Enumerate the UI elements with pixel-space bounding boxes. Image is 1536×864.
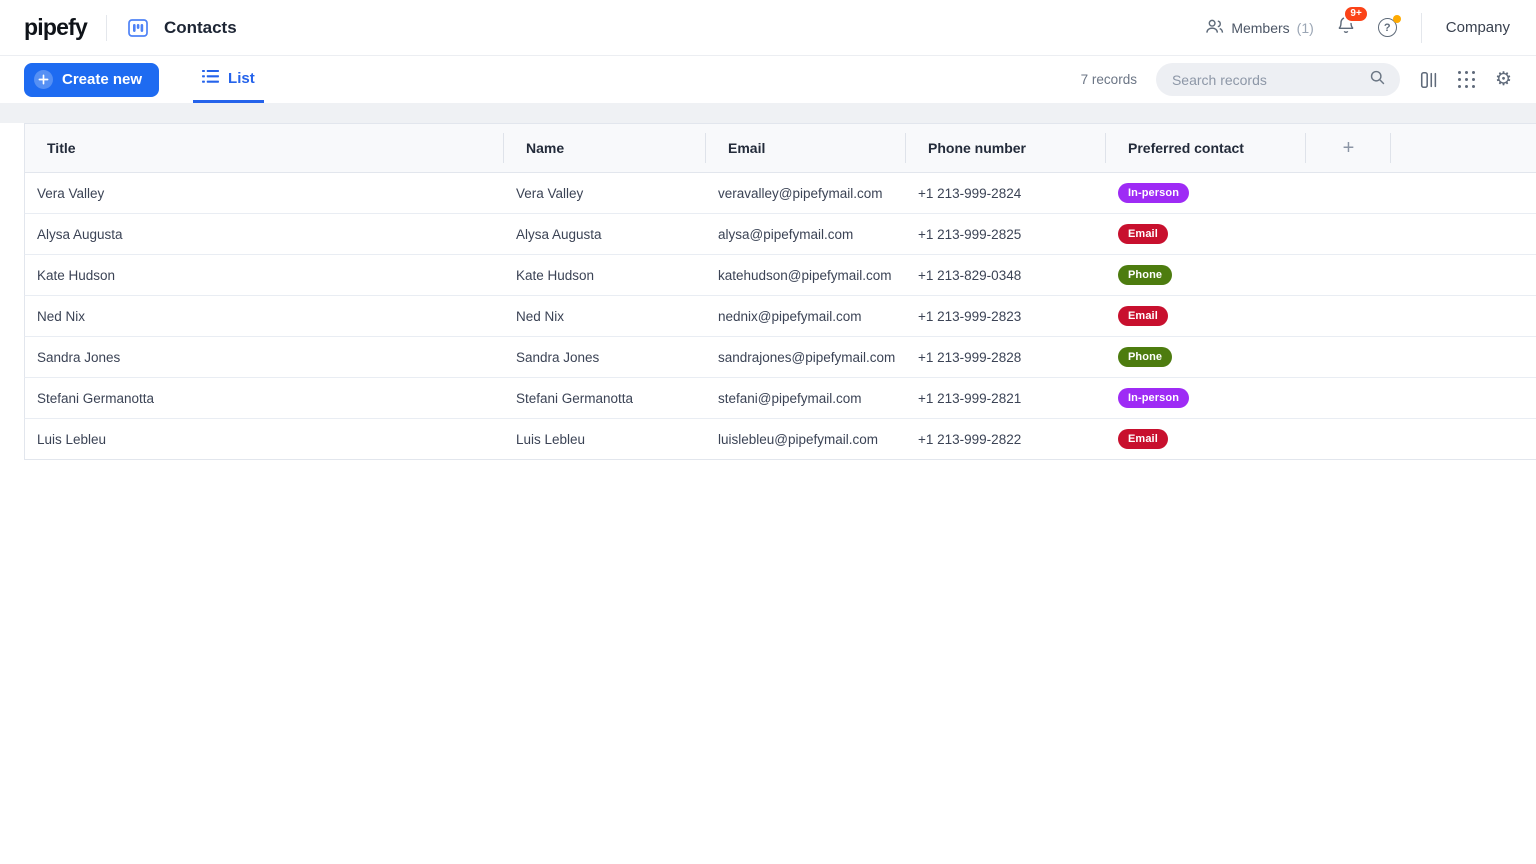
- preferred-contact-badge[interactable]: Email: [1118, 224, 1168, 244]
- cell-phone[interactable]: +1 213-999-2823: [918, 308, 1022, 324]
- tab-list-view[interactable]: List: [193, 56, 264, 103]
- cell-email[interactable]: katehudson@pipefymail.com: [718, 267, 892, 283]
- alert-dot: [1392, 15, 1401, 23]
- cell-email[interactable]: sandrajones@pipefymail.com: [718, 349, 896, 365]
- cell-name[interactable]: Vera Valley: [516, 185, 584, 201]
- search-icon: [1369, 69, 1386, 91]
- column-header-email[interactable]: Email: [706, 124, 906, 172]
- table-row[interactable]: Vera Valley Vera Valley veravalley@pipef…: [24, 173, 1536, 214]
- company-menu[interactable]: Company: [1445, 19, 1510, 36]
- column-header-preferred-contact[interactable]: Preferred contact: [1106, 124, 1306, 172]
- content-top-strip: [0, 103, 1536, 123]
- cell-email[interactable]: luislebleu@pipefymail.com: [718, 431, 879, 447]
- hide-fields-button[interactable]: [1419, 70, 1439, 90]
- cell-title[interactable]: Kate Hudson: [37, 267, 116, 283]
- cell-preferred-contact[interactable]: Phone: [1106, 347, 1306, 367]
- members-label: Members: [1231, 19, 1290, 36]
- cell-phone[interactable]: +1 213-999-2825: [918, 226, 1022, 242]
- cell-preferred-contact[interactable]: Phone: [1106, 265, 1306, 285]
- cell-phone[interactable]: +1 213-999-2828: [918, 349, 1022, 365]
- contacts-table: Title Name Email Phone number Preferred …: [24, 123, 1536, 460]
- cell-email[interactable]: veravalley@pipefymail.com: [718, 185, 883, 201]
- cell-name[interactable]: Kate Hudson: [516, 267, 595, 283]
- cell-title[interactable]: Sandra Jones: [37, 349, 121, 365]
- cell-preferred-contact[interactable]: Email: [1106, 306, 1306, 326]
- notification-count-badge: 9+: [1343, 5, 1369, 23]
- table-row[interactable]: Alysa Augusta Alysa Augusta alysa@pipefy…: [24, 214, 1536, 255]
- pipefy-logo[interactable]: pipefy: [24, 14, 88, 40]
- members-button[interactable]: Members (1): [1205, 18, 1314, 38]
- cell-title[interactable]: Vera Valley: [37, 185, 105, 201]
- page-title: Contacts: [163, 17, 237, 37]
- add-column-button[interactable]: +: [1306, 124, 1391, 172]
- cell-title[interactable]: Luis Lebleu: [37, 431, 107, 447]
- toolbar: Create new List 7 records: [0, 56, 1536, 103]
- search-records-field[interactable]: [1155, 63, 1400, 96]
- search-input[interactable]: [1171, 71, 1369, 88]
- cell-preferred-contact[interactable]: In-person: [1106, 183, 1306, 203]
- table-row[interactable]: Kate Hudson Kate Hudson katehudson@pipef…: [24, 255, 1536, 296]
- table-row[interactable]: Ned Nix Ned Nix nednix@pipefymail.com +1…: [24, 296, 1536, 337]
- table-header-row: Title Name Email Phone number Preferred …: [24, 123, 1536, 173]
- cell-phone[interactable]: +1 213-829-0348: [918, 267, 1022, 283]
- help-icon: ?: [1377, 18, 1397, 37]
- cell-name[interactable]: Ned Nix: [516, 308, 565, 324]
- divider: [105, 14, 107, 41]
- cell-email[interactable]: nednix@pipefymail.com: [718, 308, 862, 324]
- cell-email[interactable]: stefani@pipefymail.com: [718, 390, 862, 406]
- preferred-contact-badge[interactable]: Phone: [1118, 347, 1173, 367]
- cell-name[interactable]: Alysa Augusta: [516, 226, 602, 242]
- cell-name[interactable]: Luis Lebleu: [516, 431, 586, 447]
- database-board-icon: [126, 16, 150, 40]
- header-filler: [1391, 124, 1536, 172]
- preferred-contact-badge[interactable]: In-person: [1118, 183, 1190, 203]
- members-icon: [1205, 18, 1224, 38]
- cell-name[interactable]: Stefani Germanotta: [516, 390, 634, 406]
- column-header-title[interactable]: Title: [25, 124, 504, 172]
- table-row[interactable]: Luis Lebleu Luis Lebleu luislebleu@pipef…: [24, 419, 1536, 460]
- apps-grid-button[interactable]: [1457, 70, 1476, 89]
- cell-title[interactable]: Stefani Germanotta: [37, 390, 155, 406]
- column-header-name[interactable]: Name: [504, 124, 706, 172]
- tab-list-label: List: [228, 69, 255, 87]
- create-new-button[interactable]: Create new: [24, 62, 160, 97]
- records-count: 7 records: [1080, 72, 1137, 87]
- cell-title[interactable]: Ned Nix: [37, 308, 86, 324]
- divider: [1420, 12, 1422, 43]
- plus-icon: [34, 70, 53, 89]
- cell-phone[interactable]: +1 213-999-2822: [918, 431, 1022, 447]
- cell-title[interactable]: Alysa Augusta: [37, 226, 123, 242]
- members-count: (1): [1296, 19, 1314, 36]
- toolbar-right: 7 records ⚙: [1081, 63, 1512, 96]
- table-row[interactable]: Stefani Germanotta Stefani Germanotta st…: [24, 378, 1536, 419]
- cell-phone[interactable]: +1 213-999-2824: [918, 185, 1022, 201]
- cell-name[interactable]: Sandra Jones: [516, 349, 600, 365]
- topbar-actions: Members (1) 9+ ? Company: [1205, 5, 1510, 43]
- cell-preferred-contact[interactable]: In-person: [1106, 388, 1306, 408]
- create-new-label: Create new: [62, 71, 143, 88]
- cell-preferred-contact[interactable]: Email: [1106, 224, 1306, 244]
- list-icon: [202, 69, 219, 88]
- preferred-contact-badge[interactable]: Phone: [1118, 265, 1173, 285]
- cell-email[interactable]: alysa@pipefymail.com: [718, 226, 854, 242]
- top-bar: pipefy Contacts Members (1): [0, 0, 1536, 56]
- gear-icon: ⚙: [1494, 69, 1512, 90]
- cell-preferred-contact[interactable]: Email: [1106, 429, 1306, 449]
- table-body: Vera Valley Vera Valley veravalley@pipef…: [24, 173, 1536, 460]
- grid-dots-icon: [1457, 70, 1476, 89]
- notifications-button[interactable]: 9+: [1336, 5, 1369, 40]
- settings-button[interactable]: ⚙: [1495, 70, 1512, 89]
- column-header-phone-number[interactable]: Phone number: [906, 124, 1106, 172]
- preferred-contact-badge[interactable]: Email: [1118, 306, 1168, 326]
- help-button[interactable]: ?: [1377, 15, 1401, 37]
- table-row[interactable]: Sandra Jones Sandra Jones sandrajones@pi…: [24, 337, 1536, 378]
- cell-phone[interactable]: +1 213-999-2821: [918, 390, 1022, 406]
- preferred-contact-badge[interactable]: Email: [1118, 429, 1168, 449]
- preferred-contact-badge[interactable]: In-person: [1118, 388, 1190, 408]
